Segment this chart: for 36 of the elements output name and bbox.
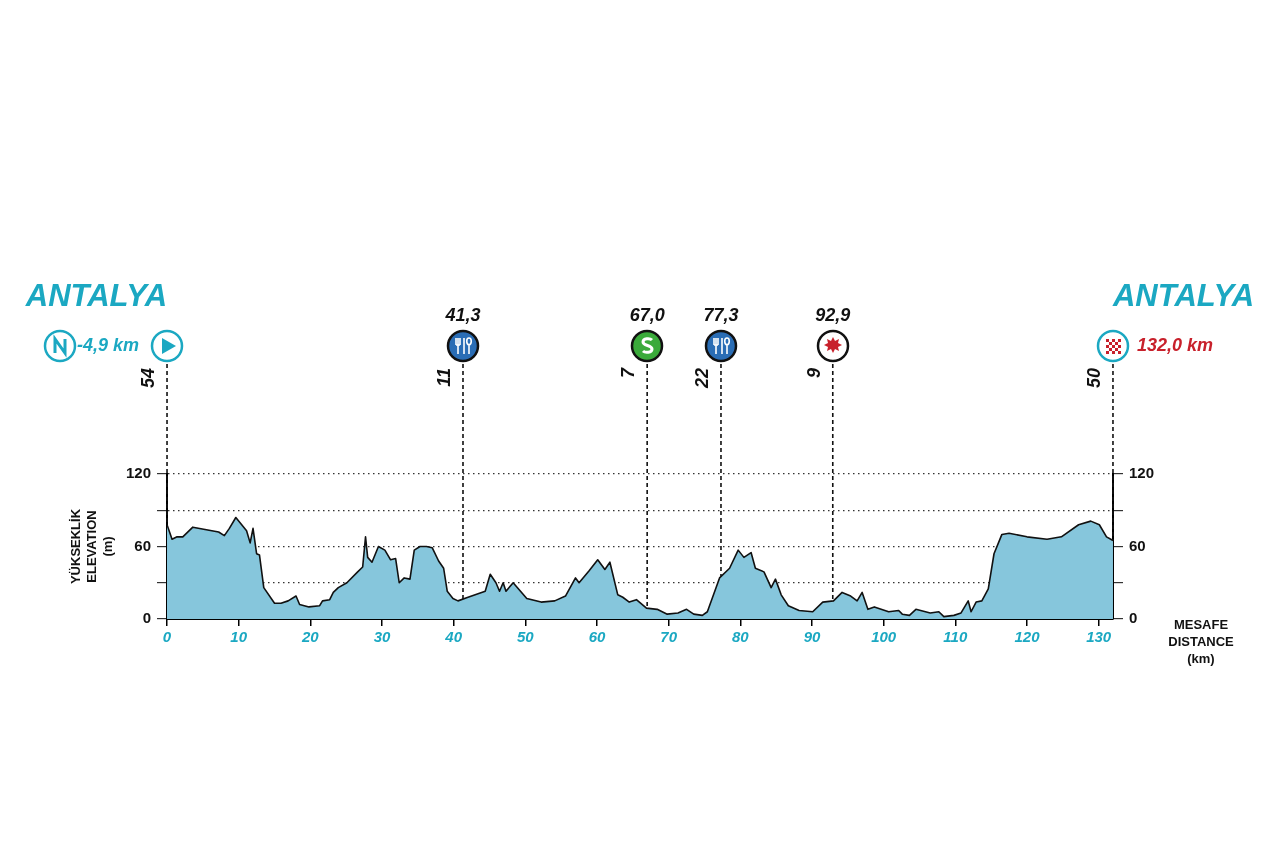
ref-line-label: 77,3 [703,304,739,325]
annotation: 54 [138,368,158,389]
ref-line-label: 92,9 [815,304,851,325]
y2-tick-label: 0 [1128,609,1138,627]
x-axis-title: MESAFE DISTANCE (km) [1168,616,1235,666]
y-tick-label: 0 [142,609,152,627]
ref-line-label: 132,0 km [1136,334,1214,355]
x-tick-label: 20 [301,628,320,646]
annotation: 50 [1083,368,1104,389]
x-tick-label: 90 [803,628,821,646]
y2-tick-label: 120 [1128,464,1154,482]
x-tick-label: 80 [731,628,750,646]
x-tick-label: 50 [517,628,535,646]
ref-line-label: 67,0 [629,304,665,325]
y-tick-label: 60 [134,536,152,554]
y-axis-title: YÜKSEKLİK ELEVATION (m) [67,508,115,585]
y2-tick-label: 60 [1128,536,1146,554]
x-tick-label: 0 [162,628,172,646]
annotation: 9 [803,368,824,379]
x-tick-label: 110 [943,628,968,646]
x-tick-label: 60 [588,628,606,646]
annotation: 11 [433,368,454,387]
y-tick-label: 120 [126,464,152,482]
x-tick-label: 40 [444,628,463,646]
x-tick-label: 120 [1014,628,1041,646]
annotation: 7 [618,367,639,379]
annotation: 22 [691,368,712,390]
text: ANTALYA [24,277,168,313]
text: ANTALYA [1111,277,1255,313]
x-tick-label: 100 [871,628,897,646]
x-tick-label: 130 [1086,628,1112,646]
ref-line-label: 41,3 [444,304,481,325]
x-tick-label: 30 [373,628,392,646]
x-tick-label: 70 [660,628,678,646]
ref-line-label: -4,9 km [76,334,140,355]
x-tick-label: 10 [230,628,248,646]
